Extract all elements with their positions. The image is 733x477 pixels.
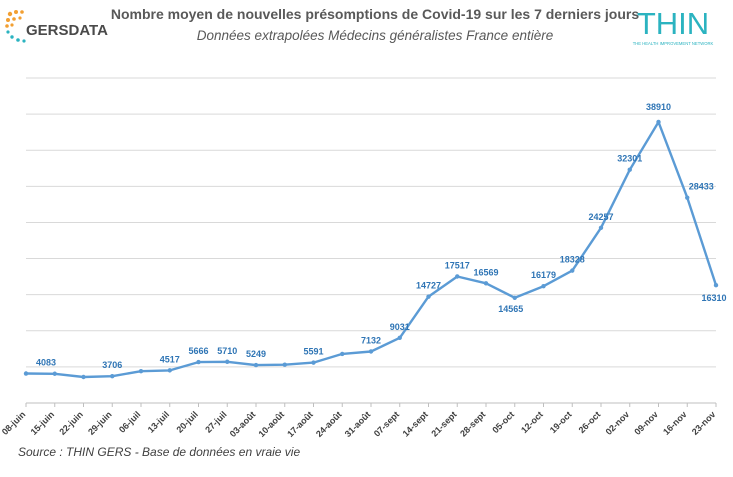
x-axis: 08-juin 15-juin 22-juin 29-juin 06-juil 13-ju… — [0, 402, 718, 439]
data-label: 16310 — [701, 293, 726, 303]
chart-container: 08-juin 15-juin 22-juin 29-juin 06-juil 13-ju… — [0, 60, 733, 445]
series-point — [483, 281, 489, 286]
series-point — [426, 294, 431, 299]
series-point — [81, 374, 86, 380]
x-axis-tick-label: 27-juil — [203, 409, 228, 434]
x-axis-tick-label: 26-oct — [577, 409, 603, 435]
data-label: 16569 — [473, 267, 498, 277]
thin-logo: THIN THE HEALTH IMPROVEMENT NETWORK — [633, 6, 714, 46]
series-point — [253, 362, 259, 368]
x-axis-tick-label: 31-août — [343, 409, 373, 439]
page-title: Nombre moyen de nouvelles présomptions d… — [110, 6, 640, 22]
x-axis-tick-label: 21-sept — [429, 409, 458, 438]
data-label: 32301 — [617, 154, 642, 164]
data-label: 24257 — [588, 212, 613, 222]
x-axis-tick-label: 02-nov — [604, 409, 632, 437]
x-axis-tick-label: 20-juil — [174, 409, 199, 434]
data-label: 28433 — [689, 182, 714, 192]
series-point — [598, 225, 604, 231]
series-point — [455, 274, 460, 279]
data-label: 38910 — [646, 102, 671, 112]
x-axis-tick-label: 23-nov — [690, 409, 718, 437]
series-point — [713, 283, 719, 288]
data-label: 7132 — [361, 335, 381, 345]
series-point — [225, 359, 230, 364]
series-layer — [23, 119, 719, 380]
data-label: 18328 — [560, 255, 585, 265]
data-label: 5591 — [303, 347, 323, 357]
x-axis-tick-label: 06-juil — [117, 409, 142, 434]
x-axis-tick-label: 22-juin — [57, 409, 85, 437]
series-point — [656, 119, 661, 125]
x-axis-tick-label: 17-août — [285, 409, 315, 439]
gersdata-logo: GERSDATA — [5, 10, 108, 43]
series-point — [397, 335, 402, 340]
x-axis-tick-label: 15-juin — [29, 409, 57, 437]
series-point — [167, 368, 172, 373]
series-point — [23, 371, 29, 376]
x-axis-tick-label: 13-juil — [146, 409, 171, 434]
data-label: 5666 — [188, 346, 208, 356]
x-axis-tick-label: 24-août — [314, 409, 344, 439]
data-label: 14565 — [498, 304, 523, 314]
x-axis-tick-label: 14-sept — [401, 409, 430, 438]
x-axis-tick-label: 19-oct — [548, 409, 574, 435]
series-point — [368, 349, 374, 354]
data-label-layer: 4083 3706 4517 5666 5710 5249 5591 7132 9031 1472… — [36, 102, 727, 370]
x-axis-tick-label: 08-juin — [0, 409, 27, 437]
page-subtitle: Données extrapolées Médecins généraliste… — [196, 28, 554, 43]
x-axis-tick-label: 10-août — [256, 409, 286, 439]
series-point — [196, 359, 201, 365]
data-label: 5249 — [246, 349, 266, 359]
data-label: 14727 — [416, 281, 441, 291]
x-axis-tick-label: 29-juin — [86, 409, 114, 437]
data-label: 16179 — [531, 270, 556, 280]
series-point — [340, 351, 345, 357]
gersdata-dots — [5, 10, 26, 43]
source-note: Source : THIN GERS - Base de données en … — [18, 445, 301, 459]
thin-tagline: THE HEALTH IMPROVEMENT NETWORK — [633, 41, 714, 46]
x-axis-tick-label: 05-oct — [490, 409, 516, 435]
thin-wordmark: THIN — [637, 6, 709, 41]
series-point — [685, 195, 690, 200]
grid-layer — [26, 77, 716, 404]
x-axis-tick-label: 16-nov — [661, 409, 689, 437]
data-label: 17517 — [445, 260, 470, 270]
gersdata-wordmark: GERSDATA — [26, 22, 108, 39]
data-label: 5710 — [217, 346, 237, 356]
data-label: 4517 — [160, 354, 180, 364]
series-point — [138, 369, 144, 374]
series-point — [512, 295, 517, 301]
x-axis-tick-label: 12-oct — [519, 409, 545, 435]
x-axis-tick-label: 09-nov — [632, 409, 660, 437]
series-point — [541, 283, 546, 289]
x-axis-tick-label: 28-sept — [458, 409, 487, 438]
series-point — [282, 362, 287, 367]
data-label: 4083 — [36, 358, 56, 368]
data-label: 9031 — [390, 322, 410, 332]
series-point — [627, 167, 632, 172]
series-point — [311, 360, 316, 365]
data-label: 3706 — [102, 360, 122, 370]
line-chart: 08-juin 15-juin 22-juin 29-juin 06-juil 13-ju… — [0, 77, 727, 439]
series-point — [570, 268, 575, 273]
x-axis-tick-label: 07-sept — [372, 409, 401, 438]
series-point — [110, 374, 115, 379]
chart-header: GERSDATA Nombre moyen de nouvelles préso… — [0, 0, 733, 60]
series-point — [52, 371, 57, 376]
x-axis-tick-label: 03-août — [228, 409, 258, 439]
